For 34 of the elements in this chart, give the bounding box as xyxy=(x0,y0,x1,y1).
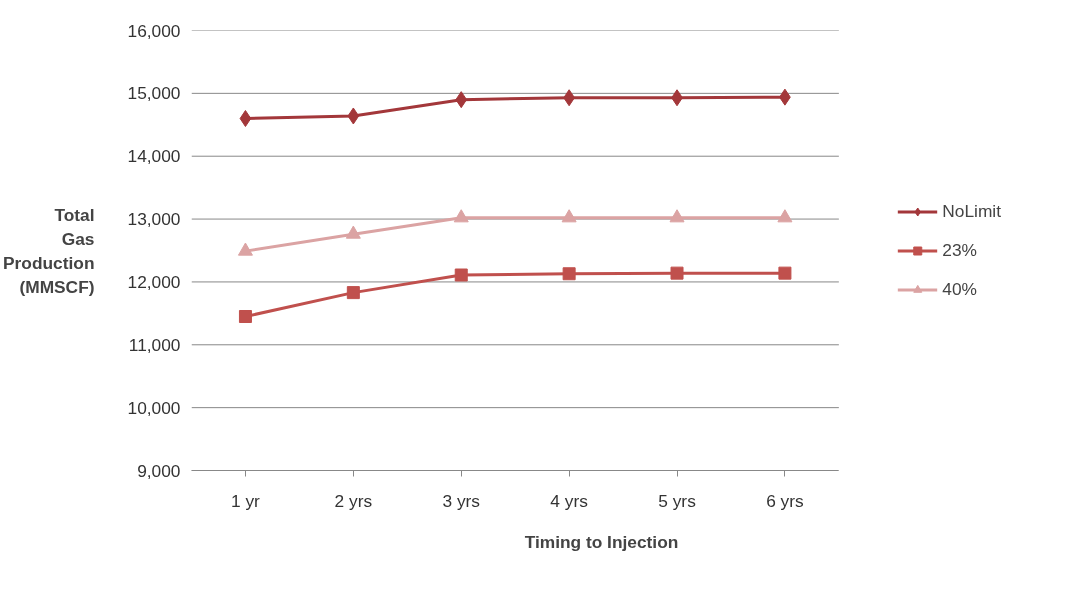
point xyxy=(455,91,468,109)
x-tick-label: 5 yrs xyxy=(658,490,697,511)
point xyxy=(669,209,685,223)
y-tick-label: 12,000 xyxy=(127,271,181,292)
y-tick-label: 13,000 xyxy=(127,209,181,230)
point xyxy=(237,242,253,256)
point xyxy=(454,268,468,282)
point xyxy=(778,266,792,280)
point xyxy=(239,110,252,127)
x-tick-label: 1 yr xyxy=(231,490,261,511)
point xyxy=(347,107,360,125)
y-tick-label: 14,000 xyxy=(127,146,181,167)
x-tick-label: 6 yrs xyxy=(766,490,805,511)
point xyxy=(562,267,576,281)
point xyxy=(345,225,361,239)
legend-label: NoLimit xyxy=(942,200,1001,222)
y-tick-label: 10,000 xyxy=(127,397,181,418)
y-tick-label: 16,000 xyxy=(127,20,181,41)
x-tick-label: 4 yrs xyxy=(550,490,589,511)
point xyxy=(777,209,793,223)
legend-label: 23% xyxy=(942,239,977,261)
y-tick-label: 11,000 xyxy=(128,334,181,355)
y-tick-label: 15,000 xyxy=(127,83,181,104)
point xyxy=(561,209,577,223)
x-axis-title: Timing to Injection xyxy=(524,531,679,552)
point xyxy=(453,209,469,223)
point xyxy=(238,310,252,323)
x-tick-label: 3 yrs xyxy=(442,490,481,511)
y-axis-title: Total Gas Production (MMSCF) xyxy=(3,204,95,297)
point xyxy=(346,286,360,300)
x-tick-label: 2 yrs xyxy=(334,490,373,511)
point xyxy=(670,266,684,280)
y-tick-label: 9,000 xyxy=(137,460,181,481)
legend-label: 40% xyxy=(942,278,977,300)
